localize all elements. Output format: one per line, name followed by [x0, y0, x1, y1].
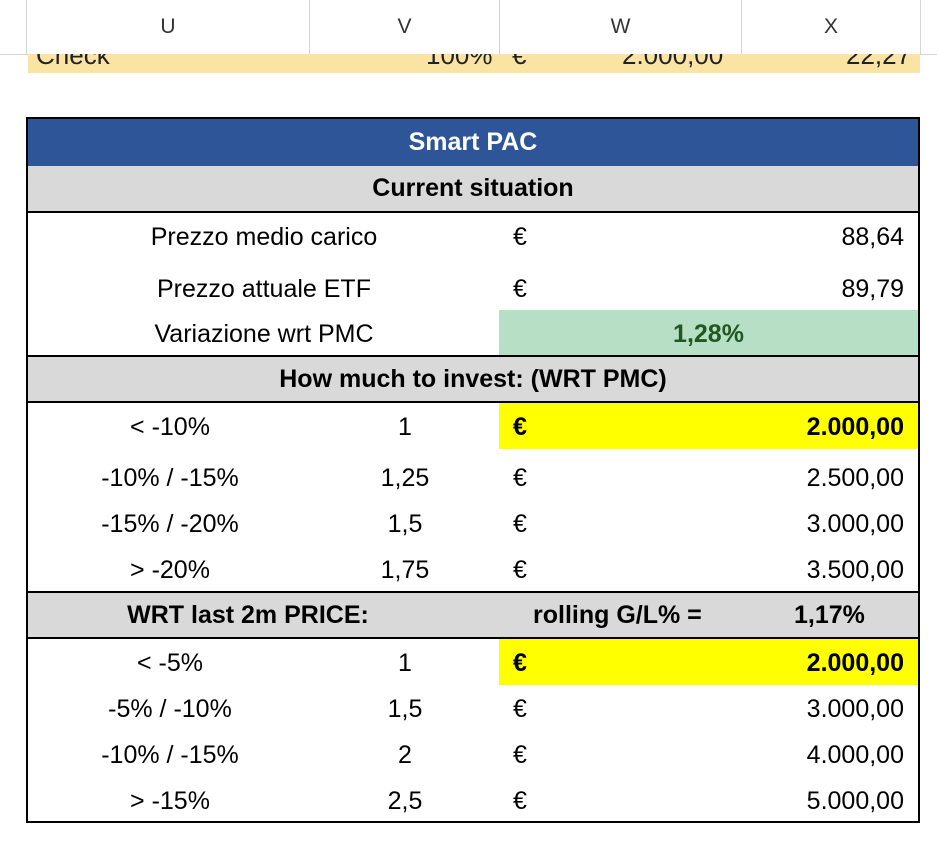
value-prezzo-medio[interactable]: 88,64: [841, 223, 904, 251]
currency-symbol: €: [513, 556, 527, 584]
currency-symbol: €: [513, 413, 527, 441]
currency-symbol: €: [513, 741, 527, 769]
last2m-range[interactable]: > -15%: [130, 787, 210, 815]
last2m-amount[interactable]: 5.000,00: [806, 787, 904, 815]
last2m-amount[interactable]: 2.000,00: [806, 649, 904, 677]
column-header-v[interactable]: V: [309, 0, 499, 54]
rolling-label: rolling G/L% =: [533, 600, 702, 629]
check-currency: €: [512, 54, 527, 70]
last2m-multiplier[interactable]: 2: [398, 741, 412, 769]
variation-value[interactable]: 1,28%: [673, 320, 744, 348]
smart-pac-table: Smart PAC Current situation Prezzo medio…: [26, 117, 920, 823]
check-pct: 100%: [426, 54, 493, 70]
section-current-situation[interactable]: Current situation: [28, 166, 918, 213]
pmc-amount[interactable]: 2.000,00: [806, 413, 904, 441]
pmc-multiplier[interactable]: 1,5: [387, 510, 423, 538]
highlight-last2m-row: [499, 639, 918, 685]
check-row[interactable]: Check 100% € 2.000,00 22,27: [28, 54, 920, 73]
variation-cell-bg: [499, 310, 918, 355]
currency-symbol: €: [513, 649, 527, 677]
pmc-multiplier[interactable]: 1,25: [380, 464, 430, 492]
column-header-bar: U V W X: [0, 0, 937, 55]
last2m-multiplier[interactable]: 2,5: [387, 787, 423, 815]
table-title[interactable]: Smart PAC: [28, 119, 918, 168]
currency-symbol: €: [513, 464, 527, 492]
pmc-range[interactable]: -15% / -20%: [101, 510, 239, 538]
highlight-pmc-row: [499, 403, 918, 449]
row-label-variazione[interactable]: Variazione wrt PMC: [154, 320, 374, 348]
pmc-range[interactable]: > -20%: [130, 556, 210, 584]
currency-symbol: €: [513, 223, 527, 251]
check-amount: 2.000,00: [622, 54, 724, 70]
last2m-range[interactable]: < -5%: [136, 649, 203, 677]
pmc-amount[interactable]: 2.500,00: [806, 464, 904, 492]
pmc-multiplier[interactable]: 1: [398, 413, 412, 441]
section-invest-wrt-pmc[interactable]: How much to invest: (WRT PMC): [28, 355, 918, 403]
column-header-u[interactable]: U: [26, 0, 309, 54]
check-value: 22,27: [846, 54, 912, 70]
column-header-x[interactable]: X: [741, 0, 921, 54]
last2m-range[interactable]: -5% / -10%: [108, 695, 232, 723]
last2m-amount[interactable]: 4.000,00: [806, 741, 904, 769]
currency-symbol: €: [513, 787, 527, 815]
value-prezzo-attuale[interactable]: 89,79: [841, 275, 904, 303]
rolling-value[interactable]: 1,17%: [794, 600, 865, 629]
currency-symbol: €: [513, 510, 527, 538]
pmc-range[interactable]: < -10%: [130, 413, 210, 441]
pmc-amount[interactable]: 3.000,00: [806, 510, 904, 538]
column-header-w[interactable]: W: [499, 0, 741, 54]
check-label: Check: [36, 54, 110, 70]
pmc-multiplier[interactable]: 1,75: [380, 556, 430, 584]
last2m-heading: WRT last 2m PRICE:: [127, 600, 369, 629]
section-wrt-last-2m[interactable]: WRT last 2m PRICE: rolling G/L% = 1,17%: [28, 591, 918, 639]
last2m-multiplier[interactable]: 1: [398, 649, 412, 677]
currency-symbol: €: [513, 275, 527, 303]
pmc-range[interactable]: -10% / -15%: [101, 464, 239, 492]
last2m-multiplier[interactable]: 1,5: [387, 695, 423, 723]
row-label-prezzo-attuale[interactable]: Prezzo attuale ETF: [157, 275, 371, 303]
currency-symbol: €: [513, 695, 527, 723]
last2m-range[interactable]: -10% / -15%: [101, 741, 239, 769]
pmc-amount[interactable]: 3.500,00: [806, 556, 904, 584]
last2m-amount[interactable]: 3.000,00: [806, 695, 904, 723]
row-label-prezzo-medio[interactable]: Prezzo medio carico: [150, 223, 378, 251]
